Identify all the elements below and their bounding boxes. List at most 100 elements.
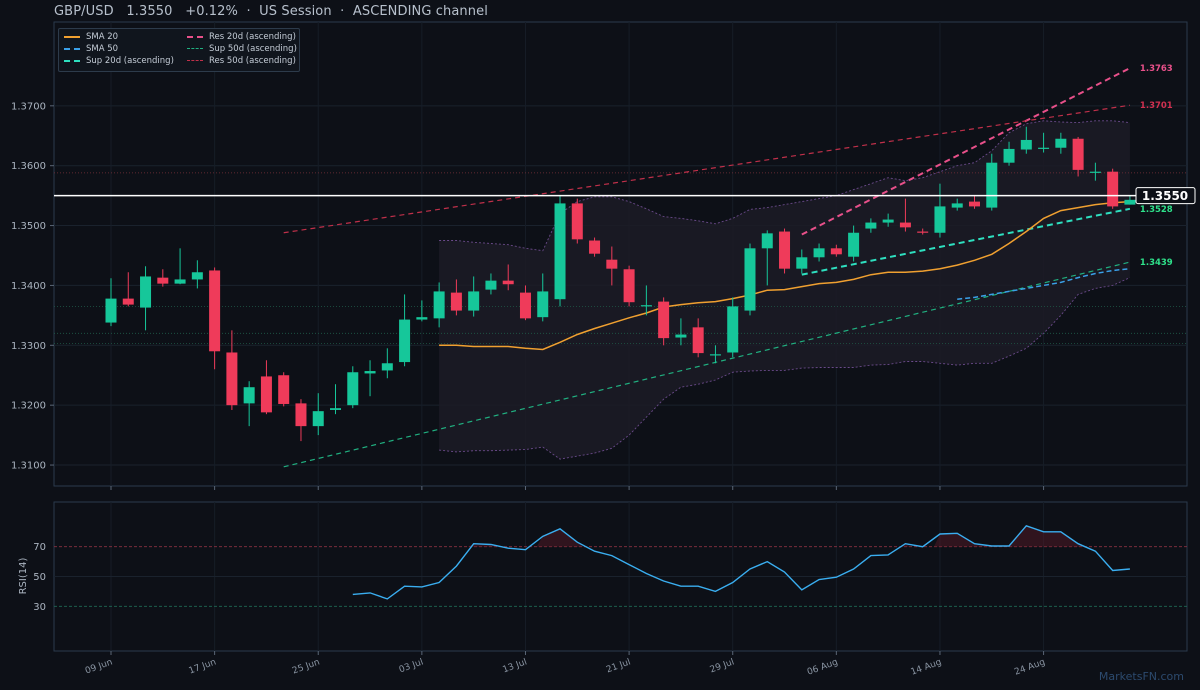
legend: SMA 20 SMA 50 Sup 20d (ascending) Res 20… — [58, 28, 300, 72]
candle-body — [347, 372, 359, 406]
bollinger-lower — [439, 277, 1131, 460]
candle-body — [986, 162, 998, 208]
price-tick-label: 1.3100 — [11, 461, 46, 472]
legend-label: SMA 50 — [86, 44, 119, 54]
candle-body — [295, 403, 307, 427]
x-tick-label: 09 Jun — [84, 657, 114, 676]
candle-body — [1089, 171, 1101, 173]
legend-swatch — [64, 59, 80, 62]
legend-item-sup20: Sup 20d (ascending) — [64, 55, 174, 67]
trend-line-label: 1.3763 — [1140, 64, 1173, 74]
candle-body — [917, 231, 929, 233]
x-tick-label: 17 Jun — [188, 657, 218, 676]
candle-body — [675, 334, 687, 338]
trend-lines: 1.3763 1.3701 1.3528 1.3439 — [283, 64, 1173, 468]
trend-line — [283, 104, 1131, 234]
candle-body — [399, 319, 411, 363]
candle-body — [330, 408, 342, 410]
session: US Session — [259, 4, 332, 19]
rsi-axis-label: RSI(14) — [18, 558, 29, 595]
symbol: GBP/USD — [54, 4, 114, 19]
candle-body — [260, 376, 272, 413]
legend-item-res20: Res 20d (ascending) — [187, 31, 296, 43]
candle-body — [157, 277, 169, 284]
legend-label: Res 20d (ascending) — [209, 32, 296, 42]
price-tick-label: 1.3300 — [11, 341, 46, 352]
trend-line — [801, 67, 1131, 236]
candle-body — [485, 280, 497, 290]
x-axis-labels: 09 Jun 17 Jun 25 Jun 03 Jul 13 Jul 21 Jul 29 J… — [84, 651, 1047, 678]
x-tick-label: 24 Aug — [1013, 657, 1046, 677]
x-tick-label: 13 Jul — [501, 657, 528, 675]
candle-body — [658, 301, 670, 339]
price-tick-label: 1.3600 — [11, 161, 46, 172]
candle-body — [381, 363, 393, 371]
candle-body — [1003, 148, 1015, 163]
trend-line — [801, 207, 1131, 276]
legend-item-sma50: SMA 50 — [64, 43, 118, 55]
legend-item-sup50: Sup 50d (ascending) — [187, 43, 297, 55]
legend-label: SMA 20 — [86, 32, 119, 42]
chart-header: GBP/USD 1.3550 +0.12% · US Session · ASC… — [54, 4, 488, 19]
sma50-line — [957, 267, 1130, 300]
candle-body — [779, 231, 791, 269]
candle-body — [796, 257, 808, 269]
y-axis-labels: 1.3100 1.3200 1.3300 1.3400 1.3500 1.3600 1.37… — [11, 101, 54, 472]
current-price-line: 1.3550 — [54, 187, 1196, 205]
candle-body — [761, 233, 773, 249]
sma20-line — [439, 200, 1130, 351]
candle-body — [848, 232, 860, 257]
candle-body — [450, 292, 462, 311]
candle-body — [1124, 199, 1136, 205]
candle-body — [105, 298, 117, 323]
candle-body — [416, 317, 428, 320]
rsi-line — [352, 524, 1130, 600]
candles — [105, 126, 1136, 442]
candle-body — [519, 292, 531, 319]
candle-body — [934, 206, 946, 233]
candle-body — [727, 306, 739, 353]
rsi-overbought-fill — [933, 525, 1085, 547]
candle-body — [1072, 138, 1084, 170]
legend-swatch — [64, 47, 80, 50]
candle-body — [692, 327, 704, 354]
rsi-chart: 30 50 70 — [33, 524, 1187, 613]
candle-body — [312, 411, 324, 427]
candle-body — [554, 203, 566, 300]
legend-label: Res 50d (ascending) — [209, 56, 296, 66]
candle-body — [209, 270, 221, 352]
candle-body — [623, 269, 635, 303]
trend-line — [283, 261, 1131, 468]
rsi-tick-label: 50 — [33, 572, 46, 583]
candle-body — [537, 291, 549, 318]
current-price-box — [1135, 187, 1196, 205]
price-tick-label: 1.3400 — [11, 281, 46, 292]
rsi-overbought-fill — [536, 528, 584, 547]
rsi-tick-label: 70 — [33, 542, 46, 553]
candle-body — [813, 248, 825, 258]
price: 1.3550 — [126, 4, 173, 19]
candle-body — [226, 352, 238, 406]
bollinger-upper — [439, 120, 1130, 252]
watermark: MarketsFN.com — [1098, 670, 1184, 683]
legend-swatch — [64, 35, 80, 38]
legend-swatch — [187, 60, 203, 61]
candle-body — [951, 203, 963, 208]
legend-label: Sup 50d (ascending) — [209, 44, 297, 54]
legend-swatch — [187, 35, 203, 38]
trend-line-label: 1.3439 — [1140, 258, 1173, 268]
candle-body — [1020, 139, 1032, 150]
rsi-tick-label: 30 — [33, 602, 46, 613]
legend-swatch — [187, 48, 203, 49]
price-tick-label: 1.3700 — [11, 101, 46, 112]
candle-body — [433, 291, 445, 319]
candle-body — [140, 276, 152, 308]
channel-type: ASCENDING channel — [352, 4, 488, 19]
candle-body — [468, 291, 480, 311]
price-tick-label: 1.3500 — [11, 221, 46, 232]
x-tick-label: 14 Aug — [910, 657, 943, 677]
x-tick-label: 29 Jul — [709, 657, 736, 675]
candle-body — [1038, 147, 1050, 149]
candle-body — [191, 272, 203, 280]
x-tick-label: 03 Jul — [398, 657, 425, 675]
